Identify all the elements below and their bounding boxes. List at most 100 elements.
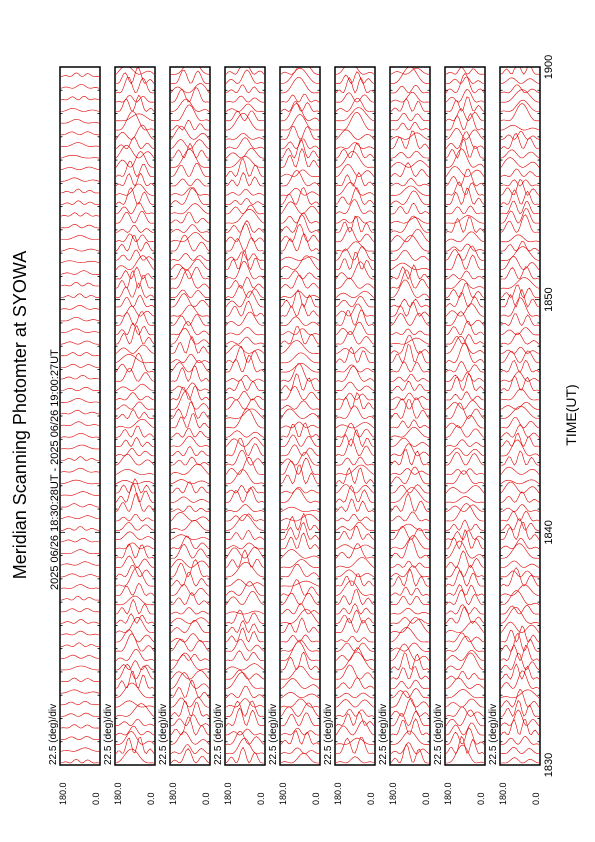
trace [280,608,320,624]
trace [445,620,485,634]
trace [280,603,320,615]
trace [115,663,155,680]
trace [170,748,210,764]
trace [280,747,320,754]
trace [225,137,265,150]
trace [390,399,430,419]
trace [390,743,430,764]
trace [390,468,430,475]
trace [445,504,485,512]
trace [500,719,540,736]
trace [115,145,155,159]
trace [280,187,320,196]
trace [115,598,155,615]
trace [171,335,210,354]
trace [225,311,265,326]
trace [60,619,100,624]
trace [280,139,320,159]
trace [336,525,375,541]
traces [335,66,375,764]
trace [335,589,375,606]
y-min-label: 0.0 [201,792,211,805]
trace [115,160,154,178]
trace [226,513,265,522]
trace [445,231,485,243]
trace [170,731,210,745]
trace [335,97,375,112]
trace [170,304,210,317]
trace [445,529,485,550]
trace [280,532,320,550]
trace [445,166,485,178]
trace [115,616,154,634]
trace [170,716,210,736]
trace [390,262,430,271]
trace [280,363,320,382]
trace [115,448,155,457]
trace [115,137,155,150]
trace [170,607,210,615]
trace [225,344,265,354]
trace [390,160,430,168]
trace [170,479,210,485]
trace [500,621,540,634]
trace [115,703,155,717]
trace [60,712,100,717]
traces [225,66,265,764]
trace [446,76,485,84]
trace [500,103,539,122]
trace [61,316,100,322]
trace [445,108,485,122]
trace [500,132,540,150]
trace [225,730,265,745]
trace [61,363,100,368]
trace [170,619,209,634]
x-tick-label: 1850 [543,287,555,311]
trace [225,250,264,271]
trace [390,380,429,392]
trace [390,132,430,140]
trace [225,237,265,252]
trace [225,261,265,280]
trace [446,148,485,168]
trace [390,484,429,494]
trace [500,99,539,112]
trace [60,444,99,450]
trace [500,313,540,326]
trace [280,702,320,717]
trace [280,316,320,326]
trace [225,619,265,634]
trace [115,748,155,764]
trace [390,742,430,754]
trace [170,253,209,261]
trace [335,736,375,754]
trace [445,187,485,206]
trace [445,604,484,615]
trace [170,701,210,717]
trace [170,104,210,122]
trace [171,496,210,503]
trace [500,466,540,475]
trace [335,711,375,727]
trace [335,618,374,634]
trace [225,398,265,410]
trace [60,479,100,485]
trace [171,234,210,252]
trace [115,151,155,168]
trace [61,456,99,461]
trace [225,84,265,94]
trace [500,424,540,438]
trace [335,677,375,689]
trace [280,274,320,289]
trace [115,566,155,587]
trace [500,189,540,205]
trace [60,724,100,729]
trace [225,456,265,475]
trace [170,512,210,522]
trace [60,549,100,554]
trace [445,391,485,401]
trace [500,567,540,587]
trace [280,400,320,410]
trace [225,147,265,159]
trace [501,89,540,103]
